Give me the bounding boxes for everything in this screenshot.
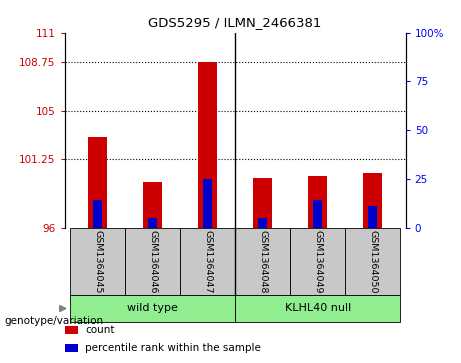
Text: wild type: wild type — [127, 303, 178, 314]
Text: percentile rank within the sample: percentile rank within the sample — [85, 343, 261, 353]
Text: GSM1364047: GSM1364047 — [203, 229, 212, 293]
Bar — [345, 228, 400, 295]
Bar — [65, 344, 78, 352]
Bar — [70, 295, 235, 322]
Title: GDS5295 / ILMN_2466381: GDS5295 / ILMN_2466381 — [148, 16, 322, 29]
Text: GSM1364049: GSM1364049 — [313, 229, 322, 293]
Bar — [368, 206, 377, 228]
Bar — [235, 228, 290, 295]
Bar — [308, 176, 327, 228]
Bar — [125, 228, 180, 295]
Bar — [65, 326, 78, 334]
Text: GSM1364050: GSM1364050 — [368, 229, 377, 293]
Bar — [198, 62, 217, 228]
Bar — [70, 228, 125, 295]
Bar — [253, 178, 272, 228]
Text: GSM1364048: GSM1364048 — [258, 229, 267, 293]
Bar — [203, 179, 212, 228]
Bar — [258, 218, 267, 228]
Bar — [235, 295, 400, 322]
Text: GSM1364046: GSM1364046 — [148, 229, 157, 293]
Bar — [93, 200, 102, 228]
Bar — [313, 200, 322, 228]
Bar — [290, 228, 345, 295]
Bar — [363, 173, 382, 228]
Bar — [143, 182, 162, 228]
Bar — [88, 137, 107, 228]
Text: count: count — [85, 325, 114, 335]
Text: KLHL40 null: KLHL40 null — [284, 303, 351, 314]
Text: genotype/variation: genotype/variation — [5, 316, 104, 326]
Bar — [180, 228, 235, 295]
Text: GSM1364045: GSM1364045 — [93, 229, 102, 293]
Bar — [148, 218, 157, 228]
